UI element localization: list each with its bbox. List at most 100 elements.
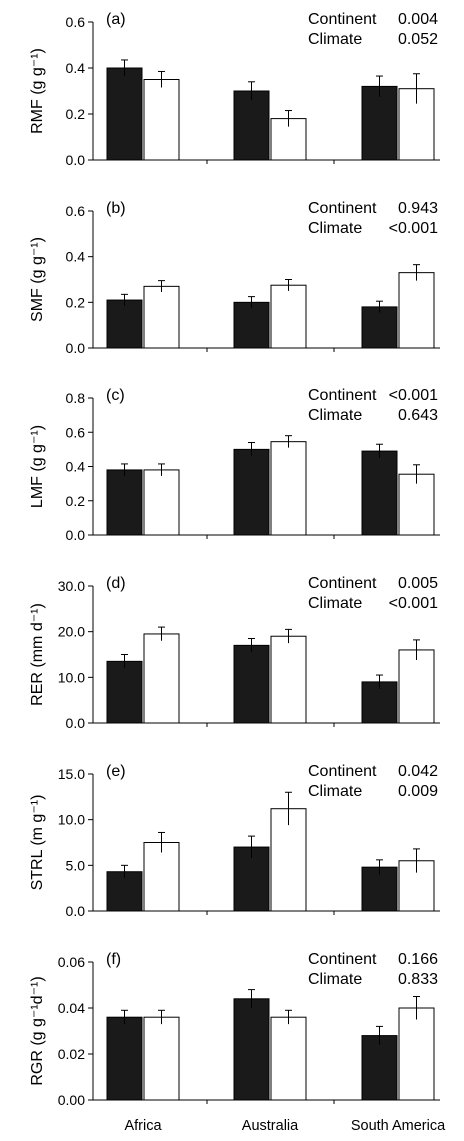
stat-label: Continent <box>308 951 377 968</box>
bar-dark <box>233 644 270 724</box>
y-axis-label: LMF (g g⁻¹) <box>29 425 46 508</box>
stat-value: <0.001 <box>389 387 438 404</box>
stat-value: <0.001 <box>389 220 438 237</box>
bar-dark <box>361 450 398 536</box>
bar-light <box>398 1007 435 1101</box>
stat-value: 0.009 <box>398 783 438 800</box>
stat-label: Climate <box>308 220 362 237</box>
bar-dark <box>106 67 143 161</box>
y-tick-label: 0.6 <box>66 203 86 219</box>
bar-dark <box>233 998 270 1101</box>
x-category-label: Australia <box>242 1118 299 1134</box>
panel-c: 0.0 0.2 0.4 0.6 0.8 LMF (g g⁻¹) (c) Continent <0… <box>29 387 440 543</box>
y-tick-label: 15.0 <box>58 766 85 782</box>
panel-label: (f) <box>106 951 121 968</box>
stat-value: 0.833 <box>398 971 438 988</box>
y-axis-label: RGR (g g⁻¹d⁻¹) <box>29 976 46 1085</box>
y-tick-label: 0.4 <box>66 459 86 475</box>
y-axis-label: SMF (g g⁻¹) <box>29 237 46 322</box>
bar-dark <box>106 469 143 536</box>
bar-light <box>143 285 180 349</box>
bar-light <box>270 118 307 161</box>
stat-value: <0.001 <box>389 595 438 612</box>
stat-value: 0.005 <box>398 575 438 592</box>
bar-light <box>143 469 180 536</box>
bar-dark <box>106 299 143 349</box>
stat-label: Climate <box>308 595 362 612</box>
y-tick-label: 0.02 <box>58 1046 85 1062</box>
stat-value: 0.042 <box>398 763 438 780</box>
panel-f: 0.00 0.02 0.04 0.06 RGR (g g⁻¹d⁻¹) (f) Contine… <box>29 951 440 1108</box>
bar-light <box>143 79 180 161</box>
y-tick-label: 0.06 <box>58 954 85 970</box>
y-tick-label: 0.2 <box>66 493 86 509</box>
bar-light <box>270 808 307 912</box>
stat-label: Continent <box>308 200 377 217</box>
y-axis-label: STRL (m g⁻¹) <box>29 795 46 891</box>
bar-dark <box>106 660 143 724</box>
panel-label: (e) <box>106 763 126 780</box>
y-tick-label: 20.0 <box>58 624 85 640</box>
bar-light <box>270 284 307 349</box>
stat-label: Climate <box>308 31 362 48</box>
y-tick-label: 10.0 <box>58 669 85 685</box>
x-category-label: Africa <box>124 1118 162 1134</box>
y-tick-label: 5.0 <box>66 857 86 873</box>
panel-d: 0.0 10.0 20.0 30.0 RER (mm d⁻¹) (d) Continent 0… <box>29 575 440 731</box>
bar-dark <box>233 448 270 536</box>
y-tick-label: 0.6 <box>66 14 86 30</box>
y-tick-label: 30.0 <box>58 578 85 594</box>
y-tick-label: 0.4 <box>66 60 86 76</box>
y-tick-label: 0.2 <box>66 294 86 310</box>
x-category-label: South America <box>351 1118 446 1134</box>
stat-value: 0.643 <box>398 407 438 424</box>
stat-label: Climate <box>308 971 362 988</box>
bar-light <box>143 1016 180 1101</box>
bar-light <box>398 473 435 536</box>
y-tick-label: 0.00 <box>58 1092 85 1108</box>
panel-label: (c) <box>106 387 125 404</box>
y-tick-label: 0.2 <box>66 106 86 122</box>
stat-label: Continent <box>308 11 377 28</box>
y-tick-label: 0.04 <box>58 1000 85 1016</box>
y-tick-label: 0.0 <box>66 527 86 543</box>
stat-label: Continent <box>308 575 377 592</box>
stat-label: Continent <box>308 763 377 780</box>
panel-label: (d) <box>106 575 126 592</box>
bar-dark <box>361 85 398 161</box>
bar-dark <box>233 90 270 161</box>
y-tick-label: 0.0 <box>66 903 86 919</box>
bar-light <box>398 272 435 349</box>
panel-a: 0.0 0.2 0.4 0.6 RMF (g g⁻¹) (a) Continent 0.004… <box>29 11 440 168</box>
y-tick-label: 0.0 <box>66 715 86 731</box>
bar-dark <box>106 871 143 912</box>
y-tick-label: 0.4 <box>66 249 86 265</box>
panel-label: (a) <box>106 11 126 28</box>
stat-value: 0.052 <box>398 31 438 48</box>
bar-dark <box>106 1016 143 1101</box>
y-axis-label: RMF (g g⁻¹) <box>29 48 46 134</box>
bar-light <box>270 635 307 724</box>
y-tick-label: 0.6 <box>66 424 86 440</box>
stat-value: 0.004 <box>398 11 438 28</box>
stat-label: Climate <box>308 783 362 800</box>
bar-dark <box>361 306 398 349</box>
bar-light <box>143 842 180 912</box>
bar-light <box>270 441 307 536</box>
stat-value: 0.166 <box>398 951 438 968</box>
panel-b: 0.0 0.2 0.4 0.6 SMF (g g⁻¹) (b) Continent 0.943… <box>29 200 440 356</box>
bar-light <box>143 633 180 724</box>
panel-e: 0.0 5.0 10.0 15.0 STRL (m g⁻¹) (e) Continent 0.… <box>29 763 440 919</box>
bar-light <box>270 1016 307 1101</box>
y-tick-label: 0.0 <box>66 340 86 356</box>
y-tick-label: 0.0 <box>66 152 86 168</box>
y-axis-label: RER (mm d⁻¹) <box>29 603 46 706</box>
bar-dark <box>233 301 270 349</box>
panel-label: (b) <box>106 200 126 217</box>
y-tick-label: 0.8 <box>66 390 86 406</box>
stat-label: Climate <box>308 407 362 424</box>
stat-label: Continent <box>308 387 377 404</box>
stat-value: 0.943 <box>398 200 438 217</box>
y-tick-label: 10.0 <box>58 812 85 828</box>
